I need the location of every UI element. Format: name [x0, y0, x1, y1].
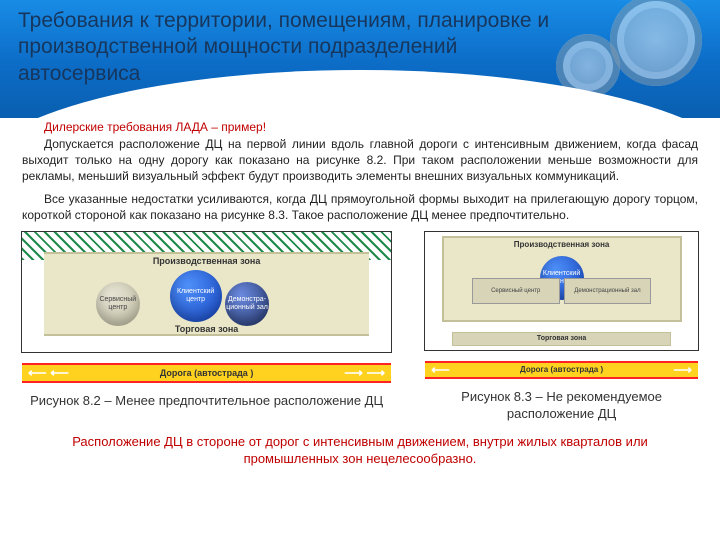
label-production-zone: Производственная зона	[444, 240, 680, 249]
figure-8-3: Производственная зона Клиентский центр С…	[425, 231, 698, 423]
arrow-left-icon: ⟵	[431, 362, 450, 378]
arrow-right-icon: ⟶ ⟶	[344, 365, 385, 381]
subheading: Дилерские требования ЛАДА – пример!	[22, 120, 698, 134]
label-trade-zone: Торговая зона	[22, 324, 391, 334]
mini-service: Сервисный центр	[472, 278, 560, 304]
figure-caption: Рисунок 8.3 – Не рекомендуемое расположе…	[425, 389, 698, 423]
diagram-8-3: Производственная зона Клиентский центр С…	[424, 231, 699, 351]
circle-demo: Демонстра­ционный зал	[225, 282, 269, 326]
circle-service: Сервисный центр	[96, 282, 140, 326]
label-production-zone: Производственная зона	[22, 256, 391, 266]
road-label: Дорога (автострада )	[520, 365, 603, 374]
gear-icon	[556, 34, 620, 98]
warning-text: Расположение ДЦ в стороне от дорог с инт…	[22, 433, 698, 468]
label-trade-zone: Торговая зона	[452, 332, 670, 346]
road-bar: ⟵ ⟵ Дорога (автострада ) ⟶ ⟶	[22, 363, 391, 383]
banner: Требования к территории, помещениям, пла…	[0, 0, 720, 118]
paragraph-2: Все указанные недостатки усиливаются, ко…	[22, 191, 698, 223]
content: Дилерские требования ЛАДА – пример! Допу…	[0, 120, 720, 468]
paragraph-1: Допускается расположение ДЦ на первой ли…	[22, 136, 698, 185]
mini-boxes: Сервисный центр Демонстра­ционный зал	[472, 278, 651, 304]
figures-row: Производственная зона Сервисный центр Де…	[22, 231, 698, 423]
paragraph-2-text: Все указанные недостатки усиливаются, ко…	[22, 192, 698, 222]
arrow-right-icon: ⟶	[673, 362, 692, 378]
road-bar: ⟵ Дорога (автострада ) ⟶	[425, 361, 698, 379]
circle-client: Клиентский центр	[170, 270, 222, 322]
gear-icon	[610, 0, 702, 86]
dc-box: Производственная зона Клиентский центр С…	[442, 236, 682, 322]
figure-8-2: Производственная зона Сервисный центр Де…	[22, 231, 391, 423]
paragraph-1-text: Допускается расположение ДЦ на первой ли…	[22, 137, 698, 183]
mini-demo: Демонстра­ционный зал	[564, 278, 652, 304]
diagram-8-2: Производственная зона Сервисный центр Де…	[21, 231, 392, 353]
figure-caption: Рисунок 8.2 – Менее предпочтительное рас…	[30, 393, 383, 410]
road-label: Дорога (автострада )	[160, 368, 254, 378]
arrow-left-icon: ⟵ ⟵	[28, 365, 69, 381]
page-title: Требования к территории, помещениям, пла…	[18, 8, 550, 87]
